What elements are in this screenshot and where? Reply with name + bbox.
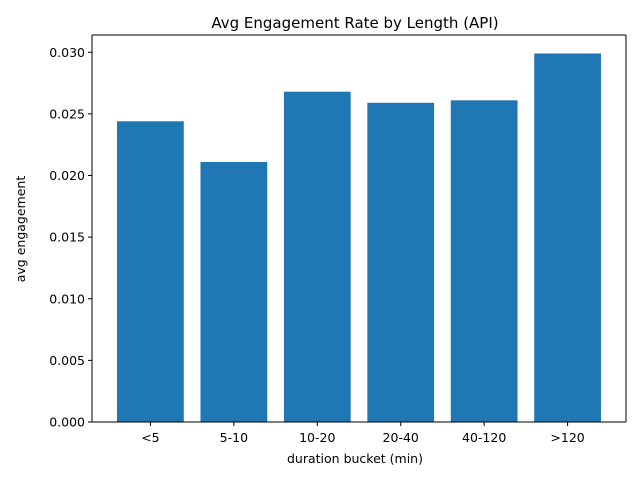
bar	[117, 121, 184, 423]
x-tick-label: 40-120	[462, 430, 506, 445]
bar	[200, 161, 268, 422]
y-tick-label: 0.005	[49, 353, 85, 368]
y-tick-label: 0.030	[49, 45, 85, 60]
x-tick-label: 10-20	[299, 430, 335, 445]
y-tick-label: 0.010	[49, 291, 85, 306]
x-tick-label: 5-10	[220, 430, 248, 445]
x-tick-label: <5	[141, 430, 159, 445]
y-tick-label: 0.025	[49, 106, 85, 121]
bar	[283, 91, 351, 422]
bar	[450, 100, 518, 422]
plot-area: 0.000 0.005 0.010 0.015 0.020 0.025 0.030 <5 5-1…	[49, 34, 627, 445]
x-axis-label: duration bucket (min)	[287, 451, 423, 466]
chart-title: Avg Engagement Rate by Length (API)	[211, 14, 498, 32]
bar	[534, 53, 601, 423]
y-tick-label: 0.020	[49, 168, 85, 183]
y-tick-label: 0.015	[49, 230, 85, 245]
x-tick-label: >120	[550, 430, 584, 445]
y-tick-label: 0.000	[49, 415, 85, 430]
x-tick-label: 20-40	[383, 430, 419, 445]
bar	[367, 102, 435, 422]
y-axis-label: avg engagement	[13, 176, 28, 283]
